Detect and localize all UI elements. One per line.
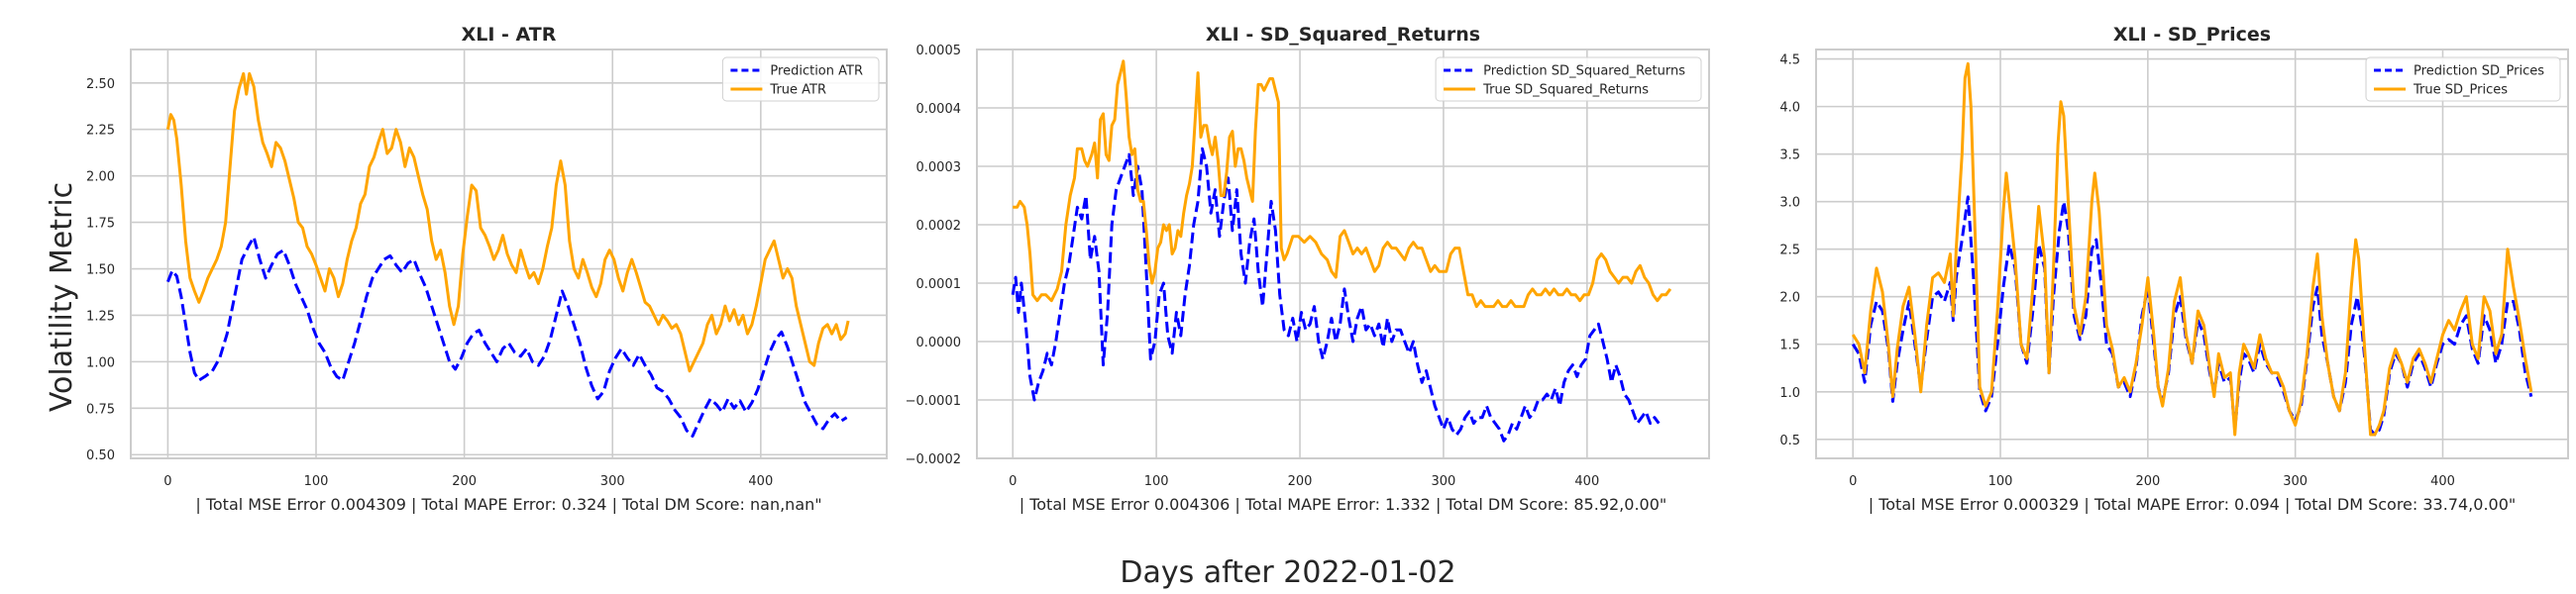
series-line-true bbox=[1851, 61, 2533, 437]
x-tick-label: 200 bbox=[2135, 474, 2160, 489]
chart-panel-atr: 0 100 200 300 400 0.50 0.75 1.00 1.25 1.50 1.75 2.0… bbox=[86, 24, 888, 514]
legend: Prediction SD_Squared_Returns True SD_Squ… bbox=[1435, 56, 1702, 102]
legend-label: Prediction ATR bbox=[770, 64, 863, 79]
x-tick-label: 400 bbox=[2430, 474, 2455, 489]
legend-label: True SD_Prices bbox=[2413, 83, 2508, 98]
x-axis-label: | Total MSE Error 0.004306 | Total MAPE … bbox=[1020, 495, 1667, 514]
y-tick-label: 1.25 bbox=[86, 309, 115, 324]
x-tick-label: 200 bbox=[1288, 474, 1313, 489]
x-tick-label: 100 bbox=[1144, 474, 1169, 489]
figure-ylabel: Volatility Metric bbox=[45, 182, 79, 412]
series-line-prediction bbox=[1011, 147, 1661, 443]
y-tick-label: 0.0000 bbox=[916, 336, 962, 350]
series-line-true bbox=[165, 71, 850, 373]
x-tick-label: 300 bbox=[1432, 474, 1456, 489]
legend: Prediction ATR True ATR bbox=[721, 56, 880, 102]
legend-label: True ATR bbox=[769, 83, 826, 98]
y-tick-label: 0.0005 bbox=[916, 44, 962, 58]
legend-box bbox=[2365, 56, 2561, 102]
x-tick-label: 0 bbox=[1009, 474, 1017, 489]
y-tick-label: 0.0001 bbox=[916, 277, 962, 292]
series-line-prediction bbox=[166, 236, 848, 438]
y-tick-label: 3.5 bbox=[1779, 148, 1800, 163]
y-tick-label: 4.5 bbox=[1779, 53, 1800, 68]
y-tick-label: −0.0001 bbox=[906, 394, 961, 409]
chart-title: XLI - ATR bbox=[462, 24, 557, 46]
y-tick-label: 1.00 bbox=[86, 355, 115, 370]
legend-box bbox=[1435, 56, 1702, 102]
x-tick-label: 300 bbox=[600, 474, 625, 489]
x-tick-label: 0 bbox=[163, 474, 171, 489]
y-tick-label: 0.75 bbox=[86, 402, 115, 417]
y-tick-label: 0.50 bbox=[86, 448, 115, 463]
y-tick-label: 2.5 bbox=[1779, 244, 1800, 258]
legend-label: Prediction SD_Squared_Returns bbox=[1483, 64, 1685, 79]
y-tick-label: 0.0003 bbox=[916, 160, 962, 175]
chart-title: XLI - SD_Prices bbox=[2113, 24, 2271, 46]
series-line-true bbox=[1013, 59, 1672, 309]
chart-panel-sd-prices: 0 100 200 300 400 0.5 1.0 1.5 2.0 2.5 3.0 3.5 4.0 4.5… bbox=[1779, 24, 2569, 514]
legend-label: Prediction SD_Prices bbox=[2414, 64, 2544, 79]
y-tick-label: 1.75 bbox=[86, 217, 115, 232]
axes-frame bbox=[130, 49, 888, 459]
y-tick-label: 0.0002 bbox=[916, 219, 962, 234]
y-tick-label: 0.0004 bbox=[916, 102, 962, 117]
x-tick-label: 400 bbox=[748, 474, 773, 489]
y-tick-label: 4.0 bbox=[1779, 101, 1800, 116]
y-tick-label: 2.25 bbox=[86, 124, 115, 139]
axes-frame bbox=[976, 49, 1710, 459]
figure-xlabel: Days after 2022-01-02 bbox=[1120, 555, 1455, 590]
axes-frame bbox=[1815, 49, 2569, 459]
x-tick-label: 0 bbox=[1849, 474, 1857, 489]
legend: Prediction SD_Prices True SD_Prices bbox=[2365, 56, 2561, 102]
chart-panel-sd-squared-returns: 0 100 200 300 400 −0.0002 −0.0001 0.0000 0.0001 0… bbox=[906, 24, 1710, 514]
y-tick-label: 1.0 bbox=[1779, 386, 1800, 401]
legend-label: True SD_Squared_Returns bbox=[1482, 83, 1649, 98]
x-tick-label: 100 bbox=[304, 474, 329, 489]
x-tick-label: 400 bbox=[1574, 474, 1599, 489]
y-tick-label: 1.50 bbox=[86, 263, 115, 278]
x-axis-label: | Total MSE Error 0.000329 | Total MAPE … bbox=[1869, 495, 2517, 514]
y-tick-label: 0.5 bbox=[1779, 434, 1800, 448]
chart-title: XLI - SD_Squared_Returns bbox=[1206, 24, 1480, 46]
y-tick-label: −0.0002 bbox=[906, 452, 961, 467]
y-tick-label: 1.5 bbox=[1779, 339, 1800, 353]
y-tick-label: 2.00 bbox=[86, 170, 115, 185]
x-axis-label: | Total MSE Error 0.004309 | Total MAPE … bbox=[195, 495, 821, 514]
y-tick-label: 2.50 bbox=[86, 77, 115, 92]
x-tick-label: 200 bbox=[452, 474, 477, 489]
x-tick-label: 100 bbox=[1988, 474, 2013, 489]
y-tick-label: 3.0 bbox=[1779, 196, 1800, 211]
x-tick-label: 300 bbox=[2283, 474, 2308, 489]
y-tick-label: 2.0 bbox=[1779, 291, 1800, 306]
